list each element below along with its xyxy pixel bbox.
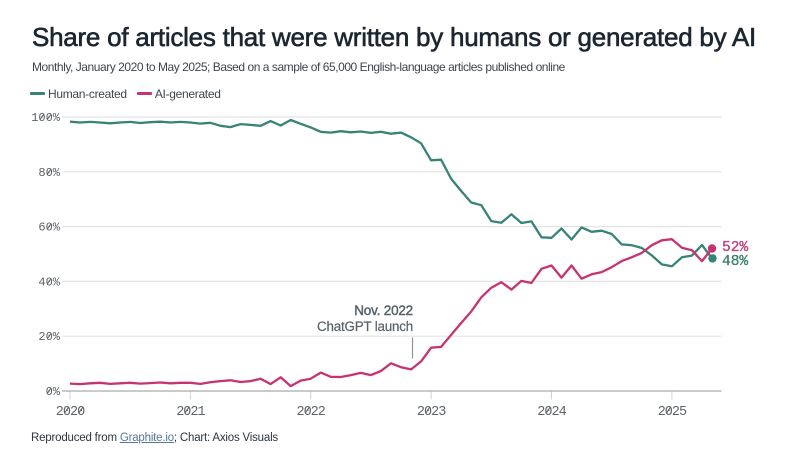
- svg-text:60%: 60%: [38, 221, 60, 235]
- svg-text:2025: 2025: [658, 405, 687, 420]
- svg-text:100%: 100%: [31, 111, 61, 125]
- svg-text:2024: 2024: [537, 405, 566, 420]
- svg-text:2021: 2021: [176, 405, 205, 420]
- svg-text:20%: 20%: [38, 330, 60, 344]
- svg-text:2020: 2020: [56, 405, 85, 420]
- svg-text:2022: 2022: [296, 405, 325, 420]
- svg-text:2023: 2023: [417, 405, 446, 420]
- svg-text:40%: 40%: [38, 275, 60, 289]
- svg-text:0%: 0%: [46, 385, 61, 399]
- svg-text:80%: 80%: [38, 166, 60, 180]
